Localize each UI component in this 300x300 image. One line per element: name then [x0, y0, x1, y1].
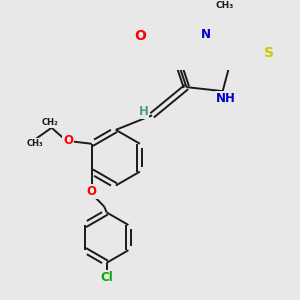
Text: H: H [139, 105, 148, 118]
Text: CH₃: CH₃ [215, 1, 234, 10]
Text: N: N [200, 28, 210, 41]
Text: S: S [264, 46, 274, 60]
Text: NH: NH [216, 92, 236, 104]
Text: O: O [87, 184, 97, 198]
Text: O: O [63, 134, 73, 147]
Text: CH₂: CH₂ [42, 118, 59, 127]
Text: O: O [134, 28, 146, 43]
Text: CH₃: CH₃ [27, 139, 43, 148]
Text: Cl: Cl [100, 271, 113, 284]
